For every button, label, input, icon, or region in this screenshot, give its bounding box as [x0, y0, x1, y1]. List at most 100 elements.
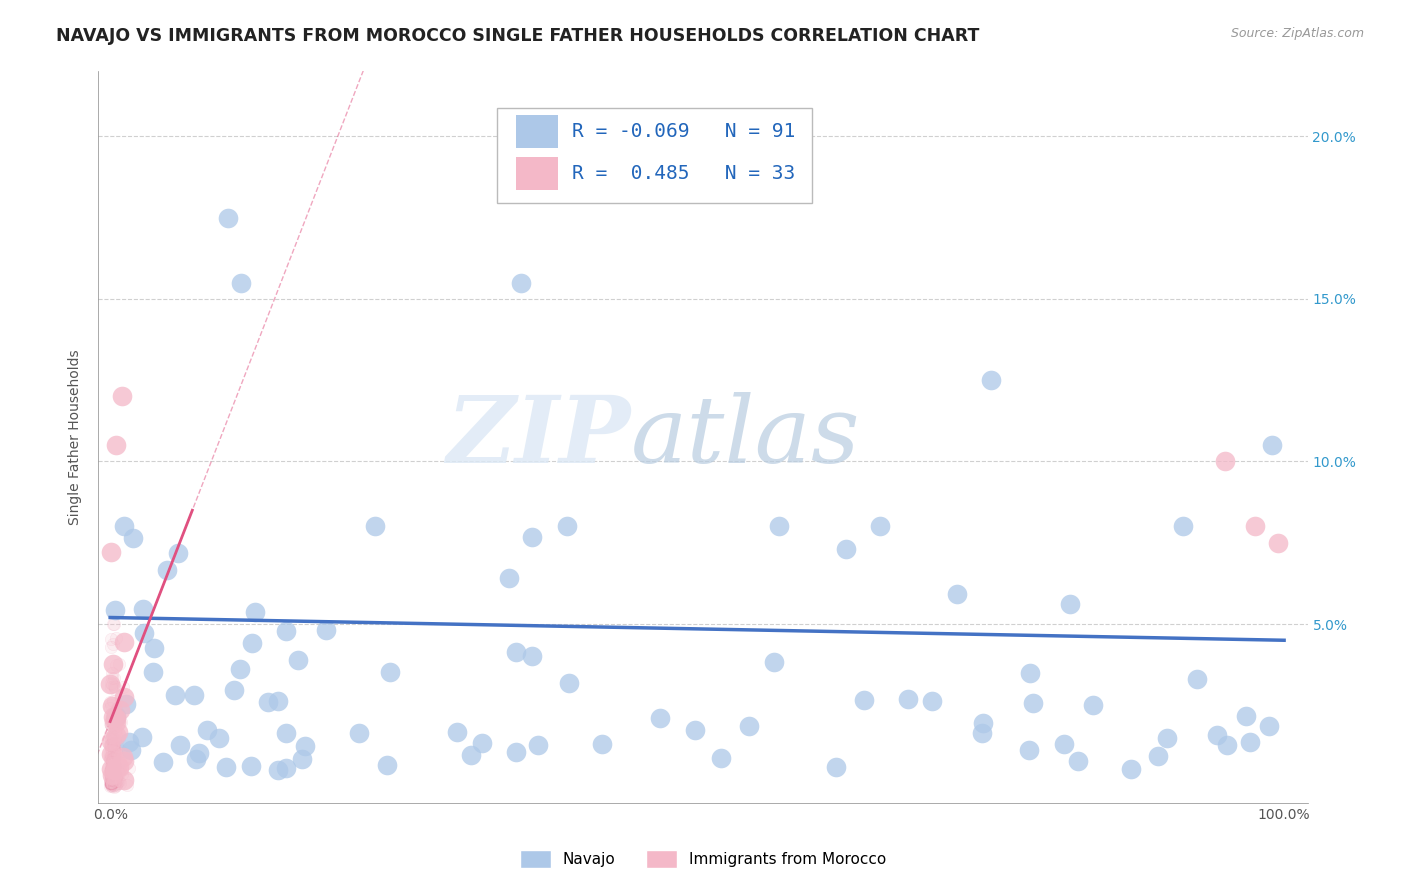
Point [256, 695, 278, 709]
Point [287, 653, 309, 667]
Point [115, 778, 138, 792]
Point [105, 711, 128, 725]
Point [104, 745, 127, 759]
Y-axis label: Single Father Households: Single Father Households [69, 350, 83, 524]
Point [104, 714, 127, 729]
Point [1067, 754, 1090, 768]
Point [100, 714, 122, 728]
Point [103, 617, 125, 632]
Point [315, 624, 337, 638]
Point [100, 698, 122, 713]
Point [377, 758, 399, 772]
Point [101, 698, 124, 713]
Point [1243, 519, 1265, 533]
Point [100, 738, 122, 752]
Point [229, 662, 252, 676]
Point [111, 767, 134, 781]
Point [100, 750, 122, 764]
Point [520, 530, 543, 544]
Point [100, 776, 122, 790]
Text: Source: ZipAtlas.com: Source: ZipAtlas.com [1230, 27, 1364, 40]
Point [972, 715, 994, 730]
Point [921, 693, 943, 707]
Point [100, 777, 122, 791]
Point [100, 732, 122, 747]
Point [100, 759, 122, 773]
Point [131, 602, 153, 616]
Point [100, 764, 122, 778]
Point [105, 747, 128, 761]
Point [100, 769, 122, 783]
Point [380, 665, 402, 680]
Point [1019, 665, 1042, 680]
Point [555, 519, 578, 533]
Point [98, 750, 121, 764]
Point [108, 703, 131, 717]
Point [460, 747, 482, 762]
Point [101, 765, 124, 780]
Point [1022, 696, 1045, 710]
Point [101, 718, 124, 732]
Point [101, 766, 124, 780]
Point [897, 692, 920, 706]
Point [104, 681, 127, 696]
Point [134, 626, 156, 640]
Point [970, 725, 993, 739]
Point [101, 768, 124, 782]
Point [100, 632, 122, 646]
Point [104, 711, 127, 725]
Point [763, 655, 786, 669]
Point [101, 732, 124, 747]
FancyBboxPatch shape [516, 115, 558, 148]
Point [100, 747, 122, 761]
Point [112, 690, 135, 705]
Point [100, 718, 122, 732]
Point [108, 756, 131, 770]
Point [98, 775, 121, 789]
Point [104, 751, 127, 765]
Point [946, 587, 969, 601]
Point [1216, 738, 1239, 752]
Point [100, 756, 122, 771]
Point [101, 742, 124, 756]
Point [107, 773, 129, 788]
Point [103, 779, 125, 793]
Point [710, 751, 733, 765]
Point [103, 736, 125, 750]
Point [101, 775, 124, 789]
Point [103, 679, 125, 693]
Point [100, 764, 122, 778]
Point [104, 767, 127, 781]
Point [557, 676, 579, 690]
Point [112, 747, 135, 761]
Point [100, 771, 122, 785]
Point [591, 737, 613, 751]
Point [101, 759, 124, 773]
Point [105, 737, 128, 751]
Point [103, 731, 125, 745]
Point [100, 776, 122, 790]
Point [105, 708, 128, 723]
Point [100, 738, 122, 752]
Point [108, 711, 131, 725]
Point [101, 760, 124, 774]
Point [103, 767, 125, 781]
Point [143, 641, 166, 656]
Point [1156, 731, 1178, 745]
Point [104, 709, 127, 723]
Point [111, 680, 134, 694]
Point [276, 761, 298, 775]
Point [112, 754, 135, 768]
Point [110, 744, 132, 758]
Point [105, 761, 128, 775]
Point [101, 637, 124, 651]
Point [1147, 748, 1170, 763]
Point [108, 759, 131, 773]
Point [111, 749, 134, 764]
Point [100, 776, 122, 790]
Point [105, 713, 128, 727]
Point [100, 736, 122, 750]
Point [100, 676, 122, 690]
Point [1267, 535, 1289, 549]
Point [101, 617, 124, 632]
